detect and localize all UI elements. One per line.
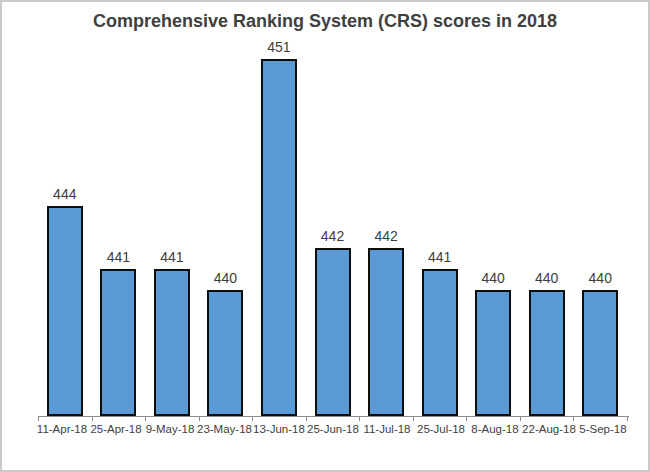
bar-group: 440 xyxy=(466,38,520,416)
data-label: 440 xyxy=(199,270,253,286)
bar-group: 444 xyxy=(38,38,92,416)
axis-tick xyxy=(520,416,521,421)
x-tick-label: 25-Jul-18 xyxy=(414,423,468,435)
bar xyxy=(207,290,243,416)
chart-window: Comprehensive Ranking System (CRS) score… xyxy=(0,0,650,472)
axis-tick xyxy=(466,416,467,421)
x-tick-label: 13-Jun-18 xyxy=(252,423,306,435)
data-label: 440 xyxy=(520,270,574,286)
bar xyxy=(529,290,565,416)
bar xyxy=(475,290,511,416)
bar xyxy=(422,269,458,416)
bar-group: 442 xyxy=(306,38,360,416)
plot-area: 444441441440451442442441440440440 xyxy=(38,38,627,416)
data-label: 444 xyxy=(38,186,92,202)
bar xyxy=(100,269,136,416)
bars: 444441441440451442442441440440440 xyxy=(38,38,627,416)
bar-group: 441 xyxy=(413,38,467,416)
chart-title: Comprehensive Ranking System (CRS) score… xyxy=(2,11,648,32)
bar-group: 441 xyxy=(92,38,146,416)
bar-group: 451 xyxy=(252,38,306,416)
x-tick-label: 25-Jun-18 xyxy=(306,423,360,435)
data-label: 440 xyxy=(573,270,627,286)
axis-tick xyxy=(627,416,628,421)
bar xyxy=(315,248,351,416)
x-tick-label: 11-Apr-18 xyxy=(35,423,89,435)
axis-tick xyxy=(145,416,146,421)
data-label: 451 xyxy=(252,39,306,55)
bar xyxy=(582,290,618,416)
x-tick-label: 23-May-18 xyxy=(197,423,252,435)
x-tick-label: 5-Sep-18 xyxy=(576,423,630,435)
data-label: 441 xyxy=(92,249,146,265)
x-tick-label: 22-Aug-18 xyxy=(522,423,576,435)
axis-tick xyxy=(413,416,414,421)
data-label: 442 xyxy=(359,228,413,244)
axis-tick xyxy=(38,416,39,421)
x-tick-label: 25-Apr-18 xyxy=(89,423,143,435)
bar xyxy=(368,248,404,416)
data-label: 441 xyxy=(145,249,199,265)
bar xyxy=(154,269,190,416)
bar-group: 441 xyxy=(145,38,199,416)
data-label: 442 xyxy=(306,228,360,244)
axis-ticks xyxy=(38,416,627,421)
bar-group: 440 xyxy=(199,38,253,416)
x-tick-label: 8-Aug-18 xyxy=(468,423,522,435)
axis-tick xyxy=(199,416,200,421)
x-axis-labels: 11-Apr-1825-Apr-189-May-1823-May-1813-Ju… xyxy=(35,423,630,435)
bar xyxy=(261,59,297,416)
data-label: 440 xyxy=(466,270,520,286)
x-tick-label: 9-May-18 xyxy=(143,423,197,435)
axis-tick xyxy=(306,416,307,421)
bar-group: 442 xyxy=(359,38,413,416)
bar-group: 440 xyxy=(520,38,574,416)
axis-tick xyxy=(359,416,360,421)
axis-tick xyxy=(573,416,574,421)
x-tick-label: 11-Jul-18 xyxy=(360,423,414,435)
axis-tick xyxy=(92,416,93,421)
axis-tick xyxy=(252,416,253,421)
data-label: 441 xyxy=(413,249,467,265)
bar xyxy=(47,206,83,416)
bar-group: 440 xyxy=(573,38,627,416)
